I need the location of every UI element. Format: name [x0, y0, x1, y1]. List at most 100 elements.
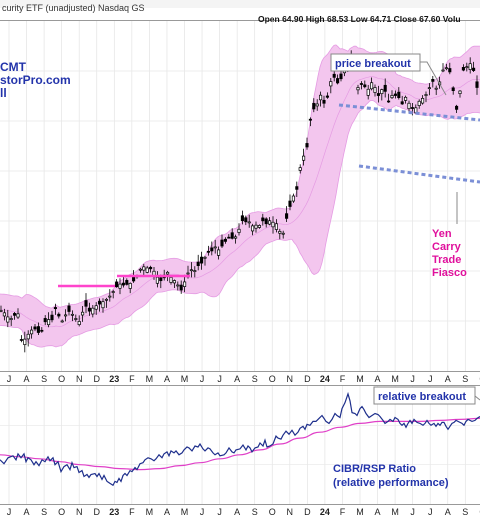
candle-body	[227, 236, 231, 239]
candle	[98, 298, 102, 312]
candle	[210, 241, 214, 256]
ratio-x-tick-label: A	[24, 507, 30, 517]
candle	[57, 312, 61, 319]
price-x-tick-label: A	[164, 374, 170, 384]
candle-body	[47, 319, 51, 326]
candle-body	[441, 69, 445, 72]
price-breakout-label: price breakout	[335, 58, 411, 70]
candle-body	[57, 313, 61, 317]
candle-body	[363, 84, 367, 88]
ratio-line	[0, 391, 480, 487]
candle	[397, 87, 401, 100]
candle	[196, 254, 200, 271]
ratio-x-tick-label: J	[7, 507, 12, 517]
ratio-x-tick-label: M	[146, 507, 154, 517]
candle-body	[240, 215, 244, 222]
candle	[285, 206, 289, 222]
candle-body	[366, 88, 370, 96]
ratio-x-tick-label: F	[340, 507, 346, 517]
candle	[138, 267, 142, 273]
candle-body	[138, 268, 142, 271]
candle-body	[0, 310, 3, 312]
price-x-tick-label: S	[41, 374, 47, 384]
candle-body	[271, 221, 275, 228]
price-x-tick-label: J	[217, 374, 222, 384]
candle	[179, 280, 183, 294]
candle-body	[431, 78, 435, 82]
candle-body	[458, 90, 462, 94]
candle	[322, 95, 326, 108]
candle	[30, 326, 34, 339]
candle	[302, 148, 306, 166]
candle	[427, 83, 431, 96]
price-x-tick-label: D	[94, 374, 101, 384]
candle	[444, 63, 448, 71]
candle-body	[455, 105, 459, 110]
price-x-tick-label: N	[76, 374, 83, 384]
candle-body	[312, 102, 316, 110]
candle	[87, 302, 91, 316]
ratio-x-tick-label: O	[58, 507, 65, 517]
ratio-x-tick-label: S	[252, 507, 258, 517]
candle-body	[461, 67, 465, 71]
candle-body	[264, 218, 268, 225]
price-x-tick-label: M	[356, 374, 364, 384]
ratio-x-tick-label: A	[164, 507, 170, 517]
candle	[237, 223, 241, 236]
candle	[200, 251, 204, 270]
candle	[264, 217, 268, 228]
candle	[251, 223, 255, 236]
candle-body	[370, 82, 374, 90]
candle	[217, 246, 221, 260]
candle-body	[393, 93, 397, 96]
candle-body	[108, 295, 112, 298]
candle-body	[308, 118, 312, 121]
candle	[308, 117, 312, 127]
candle	[104, 297, 108, 308]
candle	[223, 237, 227, 244]
candle-body	[189, 269, 193, 272]
candle-body	[23, 338, 27, 346]
yen-label-line-3: Trade	[432, 254, 461, 266]
price-x-tick-label: A	[234, 374, 240, 384]
price-x-tick-label: A	[24, 374, 30, 384]
candle-body	[193, 270, 197, 272]
yen-label-line-4: Fiasco	[432, 267, 467, 279]
candle-body	[319, 94, 323, 101]
candle-body	[87, 307, 91, 312]
candle-body	[101, 301, 105, 309]
candle	[370, 77, 374, 91]
candle-body	[142, 266, 146, 271]
candle	[36, 322, 40, 336]
ratio-x-tick-label: J	[428, 507, 433, 517]
candle-body	[60, 320, 64, 323]
ratio-x-tick-label: N	[76, 507, 83, 517]
price-x-tick-label: J	[428, 374, 433, 384]
price-x-tick-label: S	[462, 374, 468, 384]
candle-body	[77, 321, 81, 325]
candle-body	[251, 225, 255, 232]
candle-body	[291, 195, 295, 202]
candle	[43, 315, 47, 326]
ohlc-readout: Open 64.90 High 68.53 Low 64.71 Close 67…	[258, 14, 461, 24]
candle-body	[298, 167, 302, 171]
price-x-tick-label: J	[7, 374, 12, 384]
ratio-x-tick-label: D	[94, 507, 101, 517]
candle-body	[118, 283, 122, 289]
candle-body	[104, 298, 108, 301]
header-divider	[0, 20, 480, 21]
candle-body	[359, 83, 363, 85]
candle	[108, 289, 112, 302]
candle	[244, 215, 248, 226]
candle-body	[261, 217, 265, 222]
header-bar	[0, 0, 480, 8]
candle-body	[179, 284, 183, 291]
candle	[458, 90, 462, 98]
candle	[91, 305, 95, 318]
ratio-x-axis-labels: JASOND23FMAMJJASOND24FMAMJJASO	[7, 507, 480, 517]
ratio-x-tick-label: M	[181, 507, 189, 517]
ratio-x-tick-label: A	[445, 507, 451, 517]
bollinger-middle-line	[0, 76, 480, 328]
price-x-axis-labels: JASOND23FMAMJJASOND24FMAMJJASO	[7, 374, 480, 384]
candle-body	[295, 186, 299, 190]
